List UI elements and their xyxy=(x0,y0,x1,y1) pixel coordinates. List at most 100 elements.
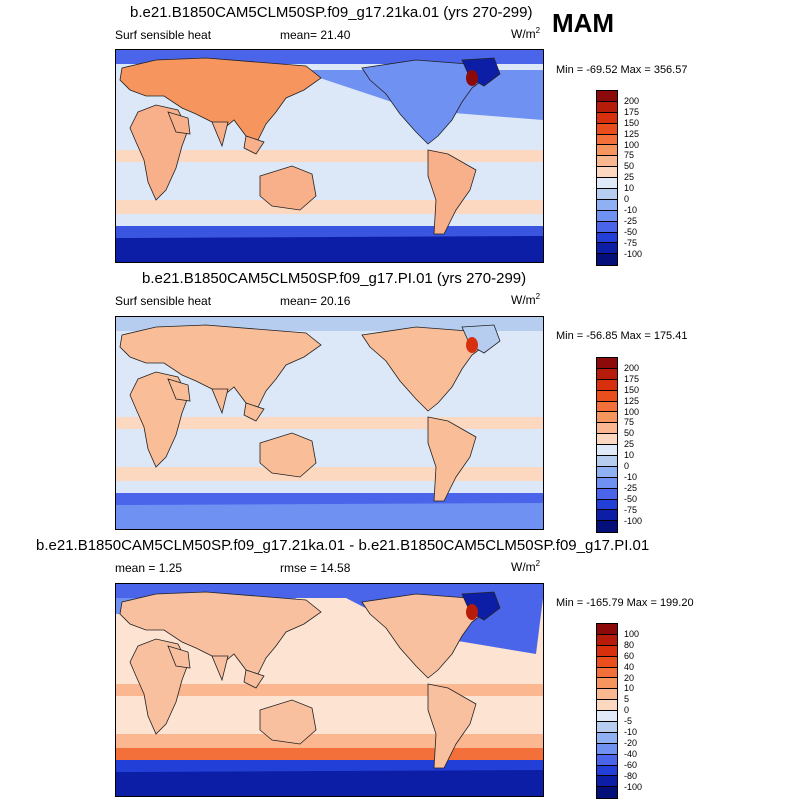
map-field xyxy=(116,317,543,529)
colorbar-swatch xyxy=(597,379,617,391)
colorbar-tick-label: -50 xyxy=(624,493,638,504)
colorbar-swatch xyxy=(597,167,617,179)
colorbar-swatch xyxy=(597,243,617,255)
colorbar-swatch xyxy=(597,221,617,233)
map-field xyxy=(116,584,543,796)
colorbar-tick-label: 150 xyxy=(624,384,640,395)
colorbar-swatch xyxy=(597,254,617,266)
colorbar-swatch xyxy=(597,178,617,190)
colorbar-tick-label: 20 xyxy=(624,672,635,683)
continent-antarctica xyxy=(116,236,543,262)
colorbar-tick-label: -25 xyxy=(624,215,638,226)
colorbar-tick-label: 100 xyxy=(624,628,640,639)
colorbar-tick-label: -100 xyxy=(624,781,643,792)
panel3-minmax: Min = -165.79 Max = 199.20 xyxy=(556,597,694,609)
colorbar-tick-label: -10 xyxy=(624,471,638,482)
colorbar-swatches xyxy=(596,90,618,267)
colorbar-swatch xyxy=(597,401,617,413)
continent-samerica xyxy=(427,416,477,502)
colorbar-swatch xyxy=(597,156,617,168)
colorbar-swatch xyxy=(597,456,617,467)
colorbar-swatch xyxy=(597,232,617,244)
continent-arabia xyxy=(167,645,191,669)
colorbar-swatch xyxy=(597,700,617,712)
panel1-units: W/m2 xyxy=(511,26,541,41)
colorbar-swatch xyxy=(597,123,617,135)
colorbar-swatch xyxy=(597,445,617,457)
colorbar-tick-label: 25 xyxy=(624,172,635,183)
continent-australia xyxy=(259,699,317,745)
colorbar-tick-label: 175 xyxy=(624,106,640,117)
colorbar-tick-label: -60 xyxy=(624,759,638,770)
colorbar-swatch xyxy=(597,477,617,489)
continent-arabia xyxy=(167,111,191,135)
colorbar-swatch xyxy=(597,368,617,380)
continent-africa xyxy=(129,371,189,468)
colorbar-swatch xyxy=(597,423,617,435)
continent-samerica xyxy=(427,683,477,769)
continent-antarctica xyxy=(116,503,543,529)
colorbar-tick-label: -25 xyxy=(624,482,638,493)
colorbar-swatch xyxy=(597,711,617,723)
colorbar-swatch xyxy=(597,634,617,646)
colorbar-swatch xyxy=(597,101,617,113)
continent-seasia xyxy=(243,669,265,689)
colorbar-swatch xyxy=(597,754,617,766)
colorbar-tick-label: 40 xyxy=(624,661,635,672)
colorbar-tick-label: -50 xyxy=(624,226,638,237)
colorbar-swatch xyxy=(597,667,617,679)
colorbar-swatch xyxy=(597,91,617,102)
panel1-variable-label: Surf sensible heat xyxy=(115,28,212,42)
colorbar-swatch xyxy=(597,689,617,701)
panel3-title: b.e21.B1850CAM5CLM50SP.f09_g17.21ka.01 -… xyxy=(36,537,650,554)
colorbar-swatch xyxy=(597,624,617,635)
colorbar-tick-label: 100 xyxy=(624,139,640,150)
colorbar-swatch xyxy=(597,189,617,200)
colorbar-swatch xyxy=(597,199,617,211)
colorbar-tick-label: 60 xyxy=(624,650,635,661)
panel1-minmax: Min = -69.52 Max = 356.57 xyxy=(556,64,688,76)
continent-seasia xyxy=(243,402,265,422)
colorbar-swatch xyxy=(597,358,617,369)
continent-samerica xyxy=(427,149,477,235)
panel2-variable-label: Surf sensible heat xyxy=(115,294,212,308)
colorbar-tick-label: 200 xyxy=(624,362,640,373)
continent-australia xyxy=(259,432,317,478)
continent-india xyxy=(211,655,229,682)
panel1-mean-label: mean= 21.40 xyxy=(280,28,351,42)
colorbar-swatch xyxy=(597,732,617,744)
colorbar-swatch xyxy=(597,134,617,146)
continent-india xyxy=(211,121,229,148)
colorbar-tick-label: 50 xyxy=(624,428,635,439)
colorbar-tick-label: 125 xyxy=(624,395,640,406)
colorbar-tick-label: 0 xyxy=(624,705,630,716)
colorbar-swatch xyxy=(597,112,617,124)
colorbar-swatch xyxy=(597,765,617,777)
colorbar-tick-label: 125 xyxy=(624,128,640,139)
colorbar-swatch xyxy=(597,521,617,533)
colorbar-swatch xyxy=(597,499,617,511)
panel3-units: W/m2 xyxy=(511,559,541,574)
panel3-mean-label: mean = 1.25 xyxy=(115,561,183,575)
continent-africa xyxy=(129,104,189,201)
colorbar-swatch xyxy=(597,656,617,668)
colorbar-tick-label: -10 xyxy=(624,727,638,737)
colorbar-tick-label: -10 xyxy=(624,204,638,215)
season-label: MAM xyxy=(552,8,615,38)
colorbar-swatch xyxy=(597,210,617,222)
panel2-map xyxy=(115,316,544,530)
colorbar-swatch xyxy=(597,488,617,500)
continent-india xyxy=(211,388,229,415)
colorbar-tick-label: -100 xyxy=(624,515,643,526)
hotspot xyxy=(466,70,478,86)
colorbar-tick-label: -75 xyxy=(624,237,638,248)
colorbar-tick-label: 10 xyxy=(624,450,635,461)
colorbar-tick-label: -20 xyxy=(624,737,638,748)
colorbar-tick-label: -100 xyxy=(624,248,643,259)
colorbar-tick-label: 75 xyxy=(624,150,635,161)
colorbar-swatch xyxy=(597,645,617,657)
colorbar-swatch xyxy=(597,145,617,157)
continent-antarctica xyxy=(116,770,543,796)
colorbar-tick-label: 0 xyxy=(624,461,630,471)
colorbar-swatch xyxy=(597,510,617,522)
